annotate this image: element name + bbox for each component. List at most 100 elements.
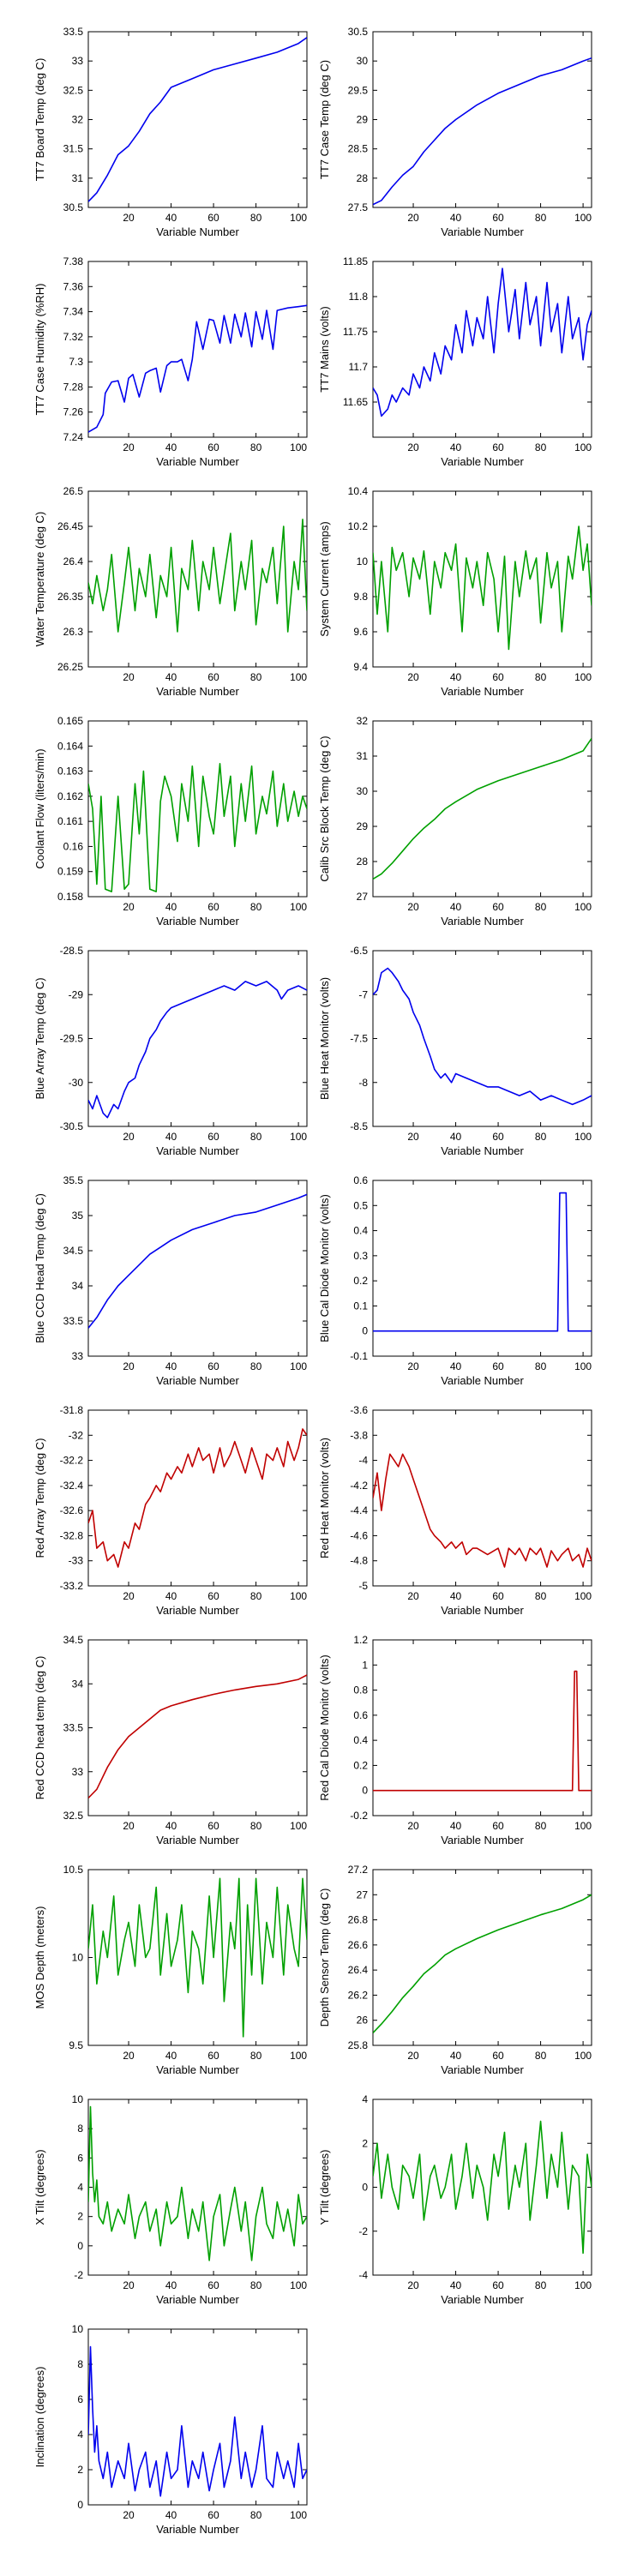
x-axis-label: Variable Number [441, 1374, 524, 1387]
x-tick-label: 60 [207, 2050, 219, 2062]
x-tick-label: 100 [290, 441, 307, 453]
y-tick-label: 33 [72, 1766, 84, 1778]
y-tick-label: -3.8 [350, 1429, 368, 1441]
series-line [373, 967, 592, 1106]
y-tick-label: 34 [72, 1280, 84, 1292]
y-axis-label: Calib Src Block Temp (deg C) [318, 736, 331, 881]
y-tick-label: 33 [72, 55, 84, 67]
y-tick-label: 26 [357, 2015, 369, 2027]
y-tick-label: 35.5 [63, 1174, 84, 1186]
x-tick-label: 80 [535, 1131, 547, 1143]
x-tick-label: 80 [250, 1131, 262, 1143]
series-line [373, 57, 592, 206]
y-tick-label: 0.5 [353, 1199, 368, 1211]
chart-panel-16: 20 40 60 80 100 -0.2 0 0.2 0.4 0.6 0.8 1 1.2 Variable… [318, 1634, 592, 1846]
chart-panel-21: 20 40 60 80 100 0 2 4 6 8 10 Variable Number Inclina… [33, 2323, 308, 2536]
x-axis-label: Variable Number [156, 225, 239, 238]
x-tick-label: 20 [407, 1820, 419, 1832]
y-tick-label: -32.8 [60, 1529, 84, 1541]
y-tick-label: -2 [358, 2225, 368, 2237]
x-tick-label: 40 [450, 671, 462, 683]
x-tick-label: 80 [535, 212, 547, 224]
chart-panel-20: 20 40 60 80 100 -4 -2 0 2 4 Variable Number Y Tilt … [318, 2093, 592, 2306]
x-tick-label: 80 [250, 1590, 262, 1602]
plot-frame [372, 950, 592, 1127]
y-tick-label: 27 [357, 891, 369, 903]
series-line [373, 267, 592, 417]
y-tick-label: 10 [72, 2093, 84, 2105]
y-tick-label: 0.3 [353, 1250, 368, 1262]
x-tick-label: 40 [450, 1820, 462, 1832]
y-tick-label: -31.8 [60, 1404, 84, 1416]
x-tick-label: 100 [290, 212, 307, 224]
x-axis-label: Variable Number [156, 455, 239, 468]
y-tick-label: 30 [357, 55, 369, 67]
x-tick-label: 40 [450, 1590, 462, 1602]
y-tick-label: 0 [362, 1325, 368, 1337]
x-axis-label: Variable Number [156, 2293, 239, 2306]
x-tick-label: 80 [250, 212, 262, 224]
y-tick-label: -29.5 [60, 1033, 84, 1045]
y-tick-label: 10.4 [348, 485, 369, 497]
y-axis-label: TT7 Mains (volts) [318, 306, 331, 392]
y-tick-label: 0.1 [353, 1300, 368, 1312]
y-tick-label: 26.25 [57, 661, 83, 673]
y-tick-label: 28 [357, 172, 369, 184]
series-line [373, 1670, 592, 1792]
y-tick-label: 0.6 [353, 1174, 368, 1186]
x-tick-label: 100 [574, 1590, 592, 1602]
y-tick-label: 7.34 [63, 306, 84, 318]
y-tick-label: 26.3 [63, 626, 84, 638]
x-tick-label: 40 [450, 1360, 462, 1372]
series-line [373, 738, 592, 880]
series-line [88, 37, 307, 202]
chart-panel-17: 20 40 60 80 100 9.5 10 10.5 Variable Number MOS D… [33, 1864, 308, 2076]
x-tick-label: 20 [407, 901, 419, 913]
x-tick-label: 60 [207, 1131, 219, 1143]
y-tick-label: -2 [74, 2269, 83, 2281]
y-tick-label: 25.8 [348, 2039, 369, 2051]
x-tick-label: 40 [450, 2050, 462, 2062]
x-tick-label: 20 [407, 2050, 419, 2062]
x-tick-label: 40 [450, 2279, 462, 2291]
plot-frame [372, 261, 592, 438]
x-tick-label: 80 [250, 1820, 262, 1832]
y-tick-label: 27.5 [348, 201, 369, 213]
y-tick-label: 0.16 [63, 840, 84, 852]
y-tick-label: 0.2 [353, 1275, 368, 1287]
y-tick-label: 6 [77, 2393, 83, 2405]
x-tick-label: 60 [207, 212, 219, 224]
plot-frame [372, 490, 592, 668]
y-tick-label: 34 [72, 1678, 84, 1690]
x-axis-label: Variable Number [441, 2063, 524, 2076]
x-tick-label: 40 [165, 1590, 177, 1602]
y-tick-label: -28.5 [60, 945, 84, 957]
chart-panel-7: 20 40 60 80 100 0.158 0.159 0.16 0.161 0.162 0.163… [33, 715, 308, 928]
y-tick-label: 4 [362, 2093, 368, 2105]
plot-frame [87, 720, 308, 898]
series-line [88, 762, 307, 892]
x-tick-label: 60 [207, 1590, 219, 1602]
x-tick-label: 60 [207, 441, 219, 453]
x-tick-label: 20 [407, 1131, 419, 1143]
x-tick-label: 20 [123, 1820, 135, 1832]
x-tick-label: 100 [290, 1360, 307, 1372]
x-tick-label: 100 [574, 671, 592, 683]
y-tick-label: 7.38 [63, 255, 84, 267]
x-tick-label: 20 [123, 1360, 135, 1372]
x-tick-label: 100 [574, 2050, 592, 2062]
y-tick-label: 0.158 [57, 891, 83, 903]
y-tick-label: 32 [357, 715, 369, 727]
y-tick-label: -0.2 [350, 1810, 368, 1822]
y-tick-label: 31 [357, 750, 369, 762]
x-tick-label: 60 [492, 901, 504, 913]
x-tick-label: 60 [207, 1360, 219, 1372]
y-tick-label: 7.32 [63, 331, 84, 343]
y-tick-label: 26.8 [348, 1914, 369, 1926]
y-tick-label: 0.163 [57, 766, 83, 778]
x-tick-label: 20 [123, 441, 135, 453]
y-tick-label: 33.5 [63, 1722, 84, 1734]
x-tick-label: 100 [574, 212, 592, 224]
plot-frame [372, 2099, 592, 2276]
x-tick-label: 100 [290, 1590, 307, 1602]
